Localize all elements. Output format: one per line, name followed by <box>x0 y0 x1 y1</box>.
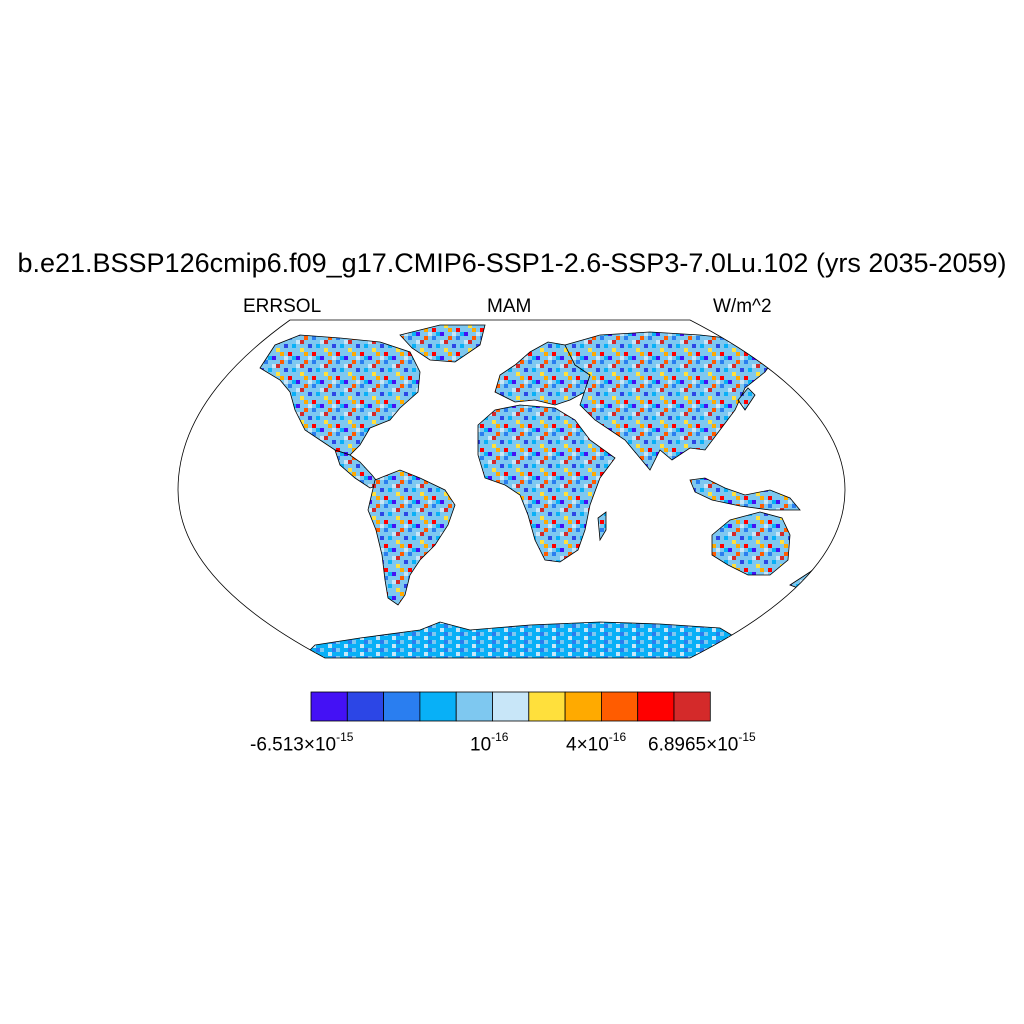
variable-label: ERRSOL <box>243 296 322 317</box>
units-label: W/m^2 <box>713 296 772 317</box>
south-america <box>367 469 456 606</box>
colorbar <box>310 691 711 722</box>
map-title: b.e21.BSSP126cmip6.f09_g17.CMIP6-SSP1-2.… <box>17 248 1007 278</box>
colorbar-tick-label: -6.513×10-15 <box>250 730 354 756</box>
colorbar-swatch <box>455 691 493 722</box>
colorbar-swatch <box>637 691 675 722</box>
indonesia <box>689 477 801 511</box>
greenland <box>399 324 486 363</box>
japan <box>737 387 756 411</box>
colorbar-swatch <box>346 691 384 722</box>
colorbar-tick-label: 10-16 <box>470 730 509 756</box>
north-america <box>259 334 421 456</box>
colorbar-tick-label: 6.8965×10-15 <box>648 730 756 756</box>
new-zealand <box>789 565 819 589</box>
africa <box>477 404 616 563</box>
colorbar-swatch <box>310 691 348 722</box>
colorbar-swatch <box>564 691 602 722</box>
colorbar-tick-label: 4×10-16 <box>566 730 627 756</box>
colorbar-swatch <box>601 691 639 722</box>
colorbar-swatch <box>383 691 421 722</box>
season-label: MAM <box>487 296 532 317</box>
colorbar-swatch <box>492 691 530 722</box>
australia <box>711 511 791 576</box>
colorbar-swatch <box>528 691 566 722</box>
central-america <box>334 449 381 489</box>
colorbar-swatch <box>673 691 711 722</box>
colorbar-swatch <box>419 691 457 722</box>
antarctica <box>299 621 746 658</box>
madagascar <box>597 511 607 542</box>
land-masses <box>259 324 819 658</box>
map-boundary <box>177 319 846 659</box>
